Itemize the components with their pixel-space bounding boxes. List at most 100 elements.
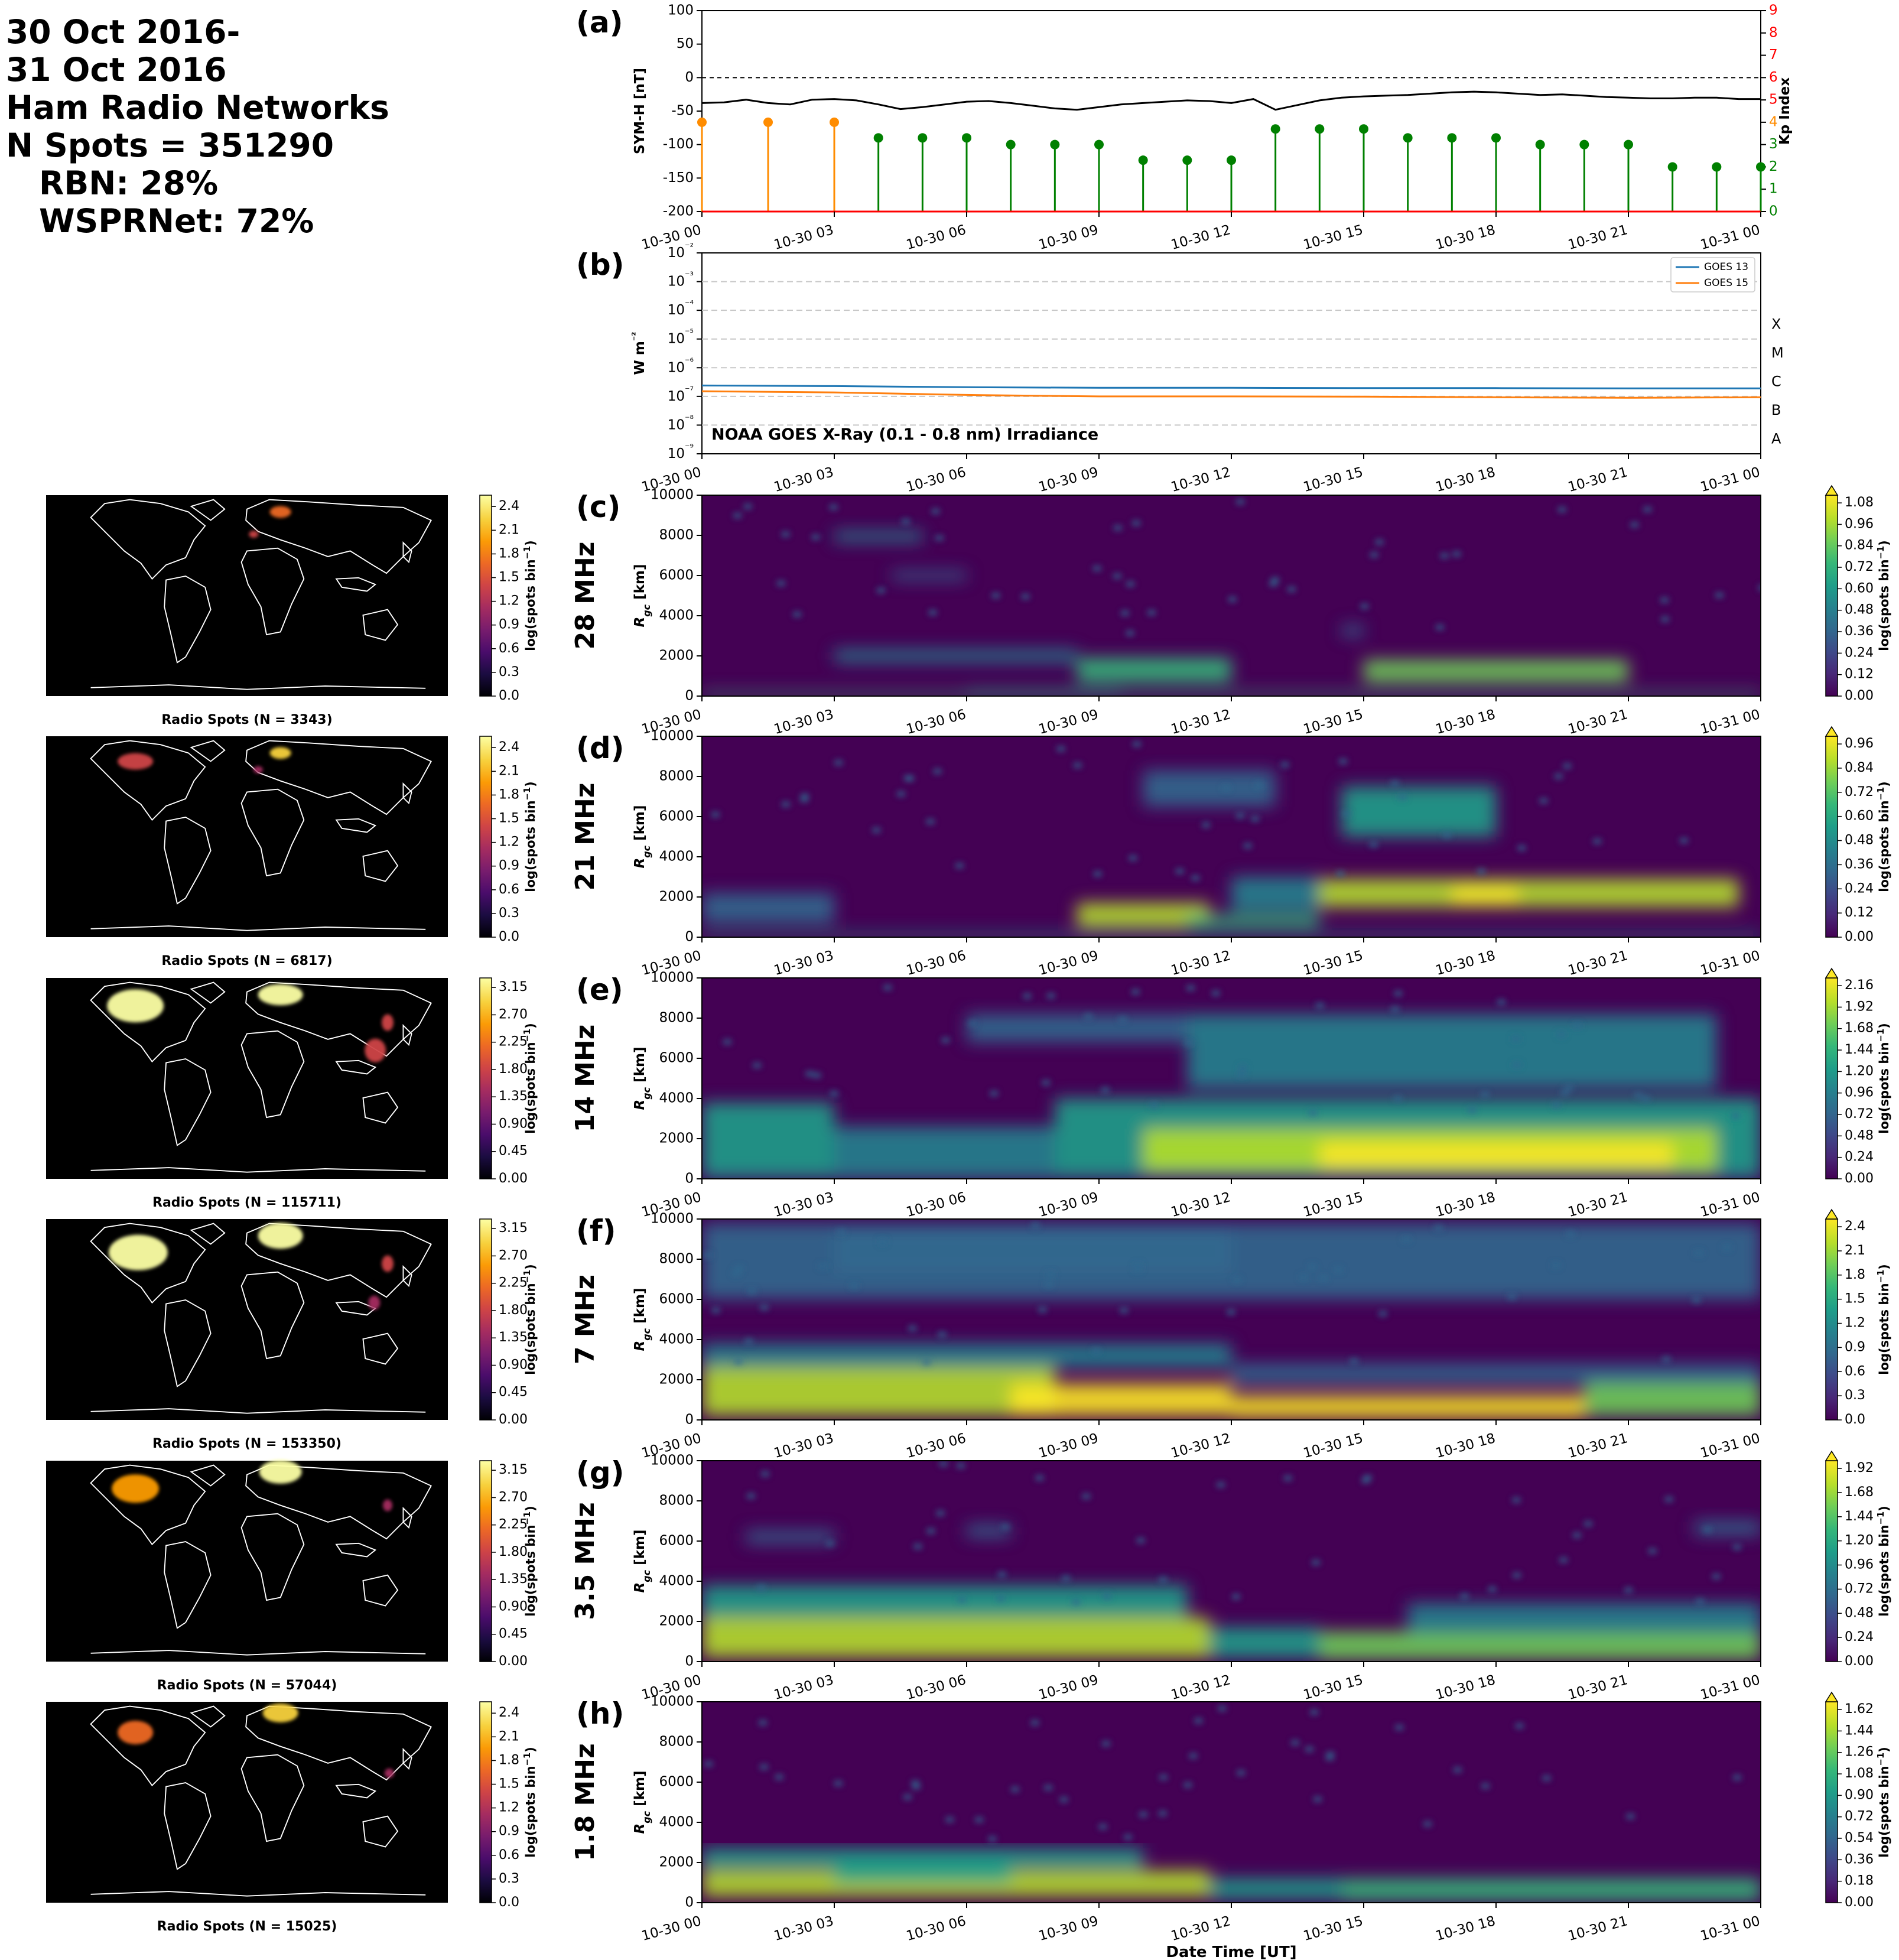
- x-tick-label: 10-30 18: [1434, 1913, 1497, 1944]
- cb-tick-label: 0.90: [1845, 1787, 1874, 1802]
- map-caption: Radio Spots (N = 3343): [161, 713, 332, 727]
- heatmap-speck: [1326, 1751, 1335, 1758]
- x-tick-label: 10-30 06: [905, 1913, 968, 1944]
- y-tick-label: 10000: [651, 729, 694, 744]
- cb-tick-label: 0.3: [499, 1871, 519, 1886]
- heatmap-speck: [1712, 1573, 1721, 1579]
- heatmap-speckles: [704, 1705, 1742, 1842]
- cb-tick-label: 2.25: [499, 1517, 528, 1532]
- x-tick-label: 10-30 09: [1037, 948, 1100, 979]
- cb-tick-label: 0.0: [499, 1895, 519, 1910]
- cb-axis-label: log(spots bin−1): [522, 1747, 538, 1857]
- heatmap-speck: [1312, 1559, 1321, 1566]
- cb-tick-label: 3.15: [499, 980, 528, 994]
- map-background: [46, 1219, 448, 1420]
- coastlines: [90, 499, 432, 690]
- heatmap-speck: [818, 1263, 827, 1269]
- cb-tick-label: 1.20: [1845, 1064, 1874, 1078]
- heatmap-speck: [922, 1359, 931, 1366]
- map-background: [46, 736, 448, 937]
- heatmap-speck: [759, 1720, 768, 1726]
- heatmap-cell: [1209, 1878, 1342, 1899]
- spot-density: [118, 747, 291, 773]
- cb-tick-label: 1.44: [1845, 1723, 1874, 1738]
- heatmap-speck: [1310, 1709, 1319, 1715]
- heatmap: [702, 984, 1761, 1179]
- heatmap-speck: [1185, 1039, 1194, 1046]
- kp-marker: [1491, 133, 1501, 143]
- kp-marker: [873, 133, 883, 143]
- y-tick-label: 50: [677, 36, 694, 51]
- coastline-path: [245, 1223, 432, 1298]
- heatmap-speck: [975, 1816, 984, 1823]
- heatmap-speck: [1126, 630, 1134, 636]
- cb-tick-label: 0.00: [499, 1171, 528, 1186]
- cb-tick-label: 2.4: [499, 1705, 519, 1720]
- heatmap-speck: [1391, 1006, 1400, 1012]
- heatmap-speck: [1435, 624, 1444, 630]
- coastline-path: [90, 1464, 206, 1546]
- x-tick-label: 10-30 18: [1434, 707, 1497, 737]
- coastline-path: [164, 1299, 212, 1387]
- map-background: [46, 495, 448, 696]
- y-tick-label: 10⁻⁴: [668, 298, 694, 318]
- x-tick-label: 10-30 21: [1566, 464, 1630, 495]
- heatmap-speck: [1648, 1548, 1657, 1554]
- heatmap-cell: [892, 571, 967, 580]
- heatmap-speck: [876, 587, 885, 594]
- spot-cluster: [269, 747, 291, 759]
- heatmap-speck: [1732, 1544, 1741, 1551]
- spot-density: [249, 506, 291, 538]
- cb-tick-label: 2.4: [499, 499, 519, 513]
- heatmap-speck: [926, 1528, 935, 1535]
- coastline-path: [245, 1705, 432, 1781]
- x-tick-label: 10-30 15: [1302, 1913, 1365, 1944]
- kp-tick-label: 7: [1769, 47, 1778, 63]
- heatmap-cell: [702, 893, 834, 924]
- cb-tick-label: 1.80: [499, 1545, 528, 1559]
- heatmap-speck: [1758, 584, 1761, 591]
- map-caption: Radio Spots (N = 153350): [152, 1436, 342, 1451]
- cb-tick-label: 1.2: [499, 594, 519, 609]
- band-panel-18MHz: Radio Spots (N = 15025) 0.0 0.3 0.6 0.9 1.2 1.…: [46, 1691, 1891, 1960]
- map-caption: Radio Spots (N = 6817): [161, 954, 332, 968]
- heatmap-speck: [1121, 610, 1130, 616]
- y-tick-label: 10000: [651, 1211, 694, 1227]
- kp-marker: [1138, 155, 1148, 165]
- band-label: 7 MHz: [570, 1275, 600, 1364]
- map-colorbar: [479, 977, 492, 1179]
- kp-marker: [830, 117, 839, 127]
- heatmap-speck: [1643, 506, 1652, 513]
- heatmap-speck: [1572, 1532, 1581, 1539]
- heatmap-speck: [801, 793, 809, 799]
- x-tick-label: 10-30 09: [1037, 1672, 1100, 1703]
- cb-tick-label: 1.68: [1845, 1485, 1874, 1500]
- cb-axis-label: log(spots bin−1): [1876, 1264, 1892, 1374]
- heatmap-speck: [872, 827, 881, 833]
- heatmap-speck: [1073, 762, 1082, 769]
- heatmap-speck: [1423, 1821, 1432, 1827]
- heatmap: [702, 499, 1761, 696]
- cb-tick-label: 0.12: [1845, 905, 1874, 920]
- heatmap-cell: [1231, 877, 1320, 911]
- heatmap-cell: [1077, 658, 1231, 682]
- heatmap-cell: [1209, 1627, 1320, 1658]
- heatmap-speck: [935, 535, 944, 541]
- heatmap-cell: [834, 1229, 1231, 1273]
- heatmap-cell: [834, 649, 1077, 662]
- heatmap-cell: [1319, 1142, 1673, 1167]
- heatmap-speck: [1703, 1526, 1712, 1533]
- heatmap-speck: [837, 1229, 846, 1236]
- heatmap-speck: [1593, 838, 1602, 844]
- heatmap-speck: [830, 1090, 838, 1097]
- spot-density: [107, 984, 394, 1062]
- cb-tick-label: 0.84: [1845, 538, 1874, 553]
- y-axis-label: Rgc [km]: [632, 564, 652, 628]
- heatmap-speck: [1118, 1016, 1127, 1023]
- x-tick-label: 10-31 00: [1699, 464, 1762, 495]
- y-tick-label: 6000: [659, 809, 694, 824]
- heatmap-cell: [702, 692, 1761, 696]
- cb-tick-label: 2.25: [499, 1276, 528, 1291]
- heatmap-speck: [1269, 580, 1278, 587]
